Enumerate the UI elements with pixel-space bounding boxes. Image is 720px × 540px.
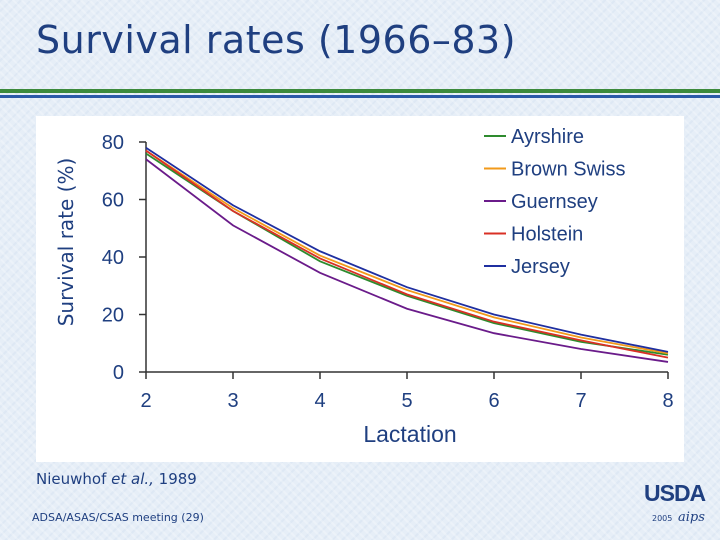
usda-logo-text: USDA (644, 480, 706, 506)
y-axis-label: Survival rate (%) (54, 157, 78, 327)
x-tick-label: 4 (314, 390, 325, 412)
x-tick-label: 6 (488, 390, 499, 412)
series-line-brown-swiss (145, 149, 669, 355)
y-tick-label: 40 (102, 247, 124, 269)
aipl-logo-mark: aips (678, 510, 705, 525)
y-tick-label: 0 (113, 362, 124, 384)
title-divider-blue (0, 95, 720, 98)
source-year: 1989 (153, 470, 197, 488)
title-divider-green (0, 89, 720, 93)
chart-panel: 0 20 40 60 80 2 3 4 5 6 7 8 Lactation Ayrshire Brown S… (36, 116, 684, 462)
footer-meeting: ADSA/ASAS/CSAS meeting (29) (32, 511, 204, 524)
legend-entry: Holstein (511, 224, 583, 246)
x-tick-label: 5 (401, 390, 412, 412)
legend-entry: Guernsey (511, 191, 598, 213)
source-author: Nieuwhof (36, 470, 112, 488)
legend-entry: Jersey (511, 256, 570, 278)
source-etal: et al., (111, 470, 154, 488)
y-tick-label: 80 (102, 132, 124, 154)
y-tick-label: 60 (102, 190, 124, 212)
x-tick-label: 8 (662, 390, 673, 412)
legend-entry: Ayrshire (511, 126, 584, 148)
x-tick-label: 7 (575, 390, 586, 412)
legend-entry: Brown Swiss (511, 159, 625, 181)
series-line-guernsey (145, 158, 669, 363)
x-axis-label: Lactation (363, 421, 456, 447)
slide-title: Survival rates (1966–83) (36, 18, 517, 62)
usda-logo: USDA 2005 aips (644, 482, 710, 528)
series-line-jersey (145, 146, 669, 353)
logo-year: 2005 (652, 514, 673, 523)
x-tick-label: 3 (227, 390, 238, 412)
series-line-holstein (145, 149, 669, 359)
x-tick-label: 2 (140, 390, 151, 412)
survival-line-chart: 0 20 40 60 80 2 3 4 5 6 7 8 Lactation Ayrshire Brown S… (102, 126, 674, 447)
series-line-ayrshire (145, 152, 669, 356)
source-citation: Nieuwhof et al., 1989 (36, 470, 197, 488)
y-tick-label: 20 (102, 305, 124, 327)
